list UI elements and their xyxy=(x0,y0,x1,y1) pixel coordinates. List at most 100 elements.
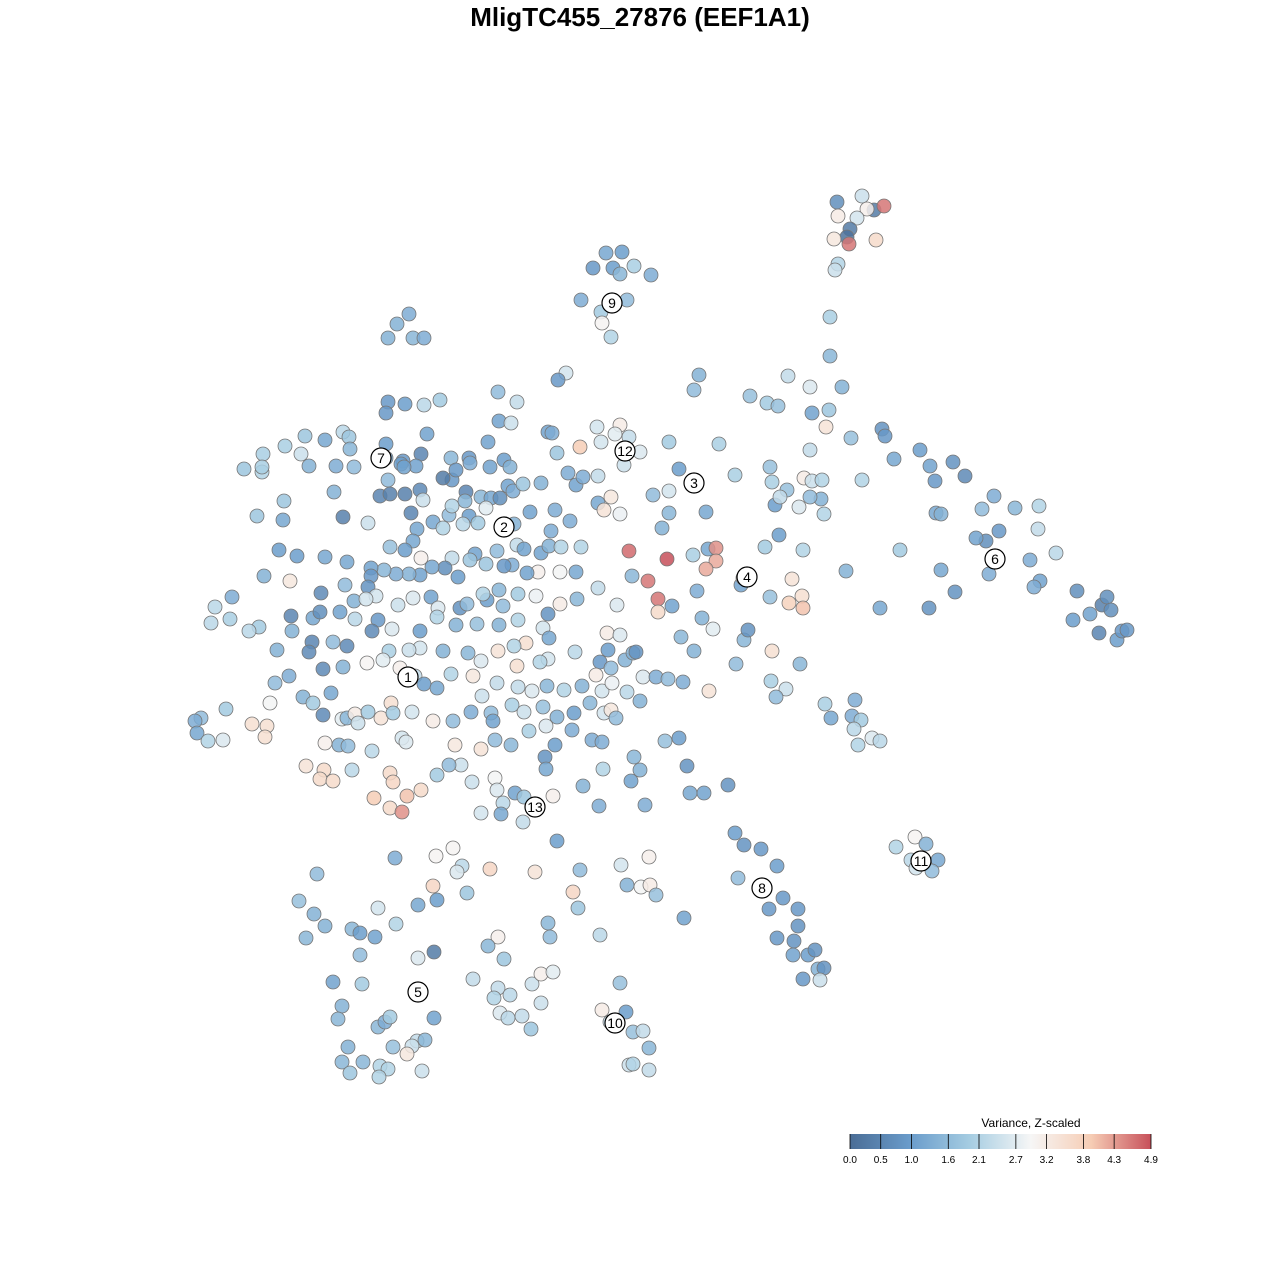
data-point xyxy=(728,656,744,672)
data-point xyxy=(398,734,414,750)
data-point xyxy=(742,388,758,404)
data-point xyxy=(478,500,494,516)
data-point xyxy=(450,569,466,585)
data-point xyxy=(489,675,505,691)
data-point xyxy=(859,201,875,217)
data-point xyxy=(269,642,285,658)
data-point xyxy=(780,368,796,384)
data-point xyxy=(770,398,786,414)
data-point xyxy=(540,915,556,931)
data-point xyxy=(614,244,630,260)
data-point xyxy=(608,710,624,726)
data-point xyxy=(524,683,540,699)
data-point xyxy=(603,660,619,676)
data-point xyxy=(317,735,333,751)
cluster-marker xyxy=(614,440,636,462)
data-point xyxy=(679,758,695,774)
data-point xyxy=(974,501,990,517)
data-point xyxy=(412,623,428,639)
data-point xyxy=(339,554,355,570)
data-point xyxy=(613,857,629,873)
data-point xyxy=(763,673,779,689)
data-point xyxy=(289,548,305,564)
data-point xyxy=(843,430,859,446)
data-point xyxy=(490,384,506,400)
data-point xyxy=(632,693,648,709)
data-point xyxy=(591,798,607,814)
data-point xyxy=(426,1010,442,1026)
data-point xyxy=(352,925,368,941)
data-point xyxy=(888,839,904,855)
data-point xyxy=(267,675,283,691)
data-point xyxy=(375,652,391,668)
data-point xyxy=(423,589,439,605)
data-point xyxy=(382,539,398,555)
data-point xyxy=(640,573,656,589)
data-point xyxy=(312,771,328,787)
data-point xyxy=(317,432,333,448)
data-point xyxy=(482,861,498,877)
data-point xyxy=(599,625,615,641)
data-point xyxy=(603,489,619,505)
data-point xyxy=(547,737,563,753)
data-point xyxy=(877,428,893,444)
data-point xyxy=(541,630,557,646)
data-point xyxy=(397,396,413,412)
cluster-label-2: 2 xyxy=(493,516,515,538)
data-point xyxy=(419,426,435,442)
data-point xyxy=(814,472,830,488)
data-point xyxy=(317,918,333,934)
data-point xyxy=(807,942,823,958)
data-point xyxy=(360,704,376,720)
data-point xyxy=(306,906,322,922)
data-point xyxy=(892,542,908,558)
data-point xyxy=(297,428,313,444)
data-point xyxy=(854,472,870,488)
data-point xyxy=(786,933,802,949)
data-point xyxy=(444,498,460,514)
data-point xyxy=(533,995,549,1011)
points-layer xyxy=(187,188,1135,1085)
data-point xyxy=(1119,622,1135,638)
data-point xyxy=(736,837,752,853)
data-point xyxy=(473,741,489,757)
data-point xyxy=(527,864,543,880)
data-point xyxy=(1082,606,1098,622)
data-point xyxy=(459,885,475,901)
data-point xyxy=(370,900,386,916)
data-point xyxy=(277,438,293,454)
data-point xyxy=(350,715,366,731)
data-point xyxy=(790,901,806,917)
data-point xyxy=(795,542,811,558)
data-point xyxy=(385,705,401,721)
cluster-marker xyxy=(493,516,515,538)
cluster-number: 12 xyxy=(617,443,633,459)
data-point xyxy=(262,695,278,711)
data-point xyxy=(588,667,604,683)
data-point xyxy=(650,591,666,607)
data-point xyxy=(462,455,478,471)
data-point xyxy=(846,721,862,737)
data-point xyxy=(619,684,635,700)
data-point xyxy=(465,668,481,684)
data-point xyxy=(545,964,561,980)
data-point xyxy=(510,586,526,602)
data-point xyxy=(849,210,865,226)
data-point xyxy=(459,596,475,612)
data-point xyxy=(822,348,838,364)
data-point xyxy=(612,266,628,282)
data-point xyxy=(812,972,828,988)
data-point xyxy=(435,470,451,486)
data-point xyxy=(675,674,691,690)
data-point xyxy=(443,666,459,682)
data-point xyxy=(635,1023,651,1039)
cluster-label-1: 1 xyxy=(397,666,419,688)
data-point xyxy=(612,627,628,643)
data-point xyxy=(590,468,606,484)
data-point xyxy=(659,551,675,567)
data-point xyxy=(1091,625,1107,641)
data-point xyxy=(359,655,375,671)
data-point xyxy=(768,689,784,705)
data-point xyxy=(589,419,605,435)
data-point xyxy=(701,683,717,699)
